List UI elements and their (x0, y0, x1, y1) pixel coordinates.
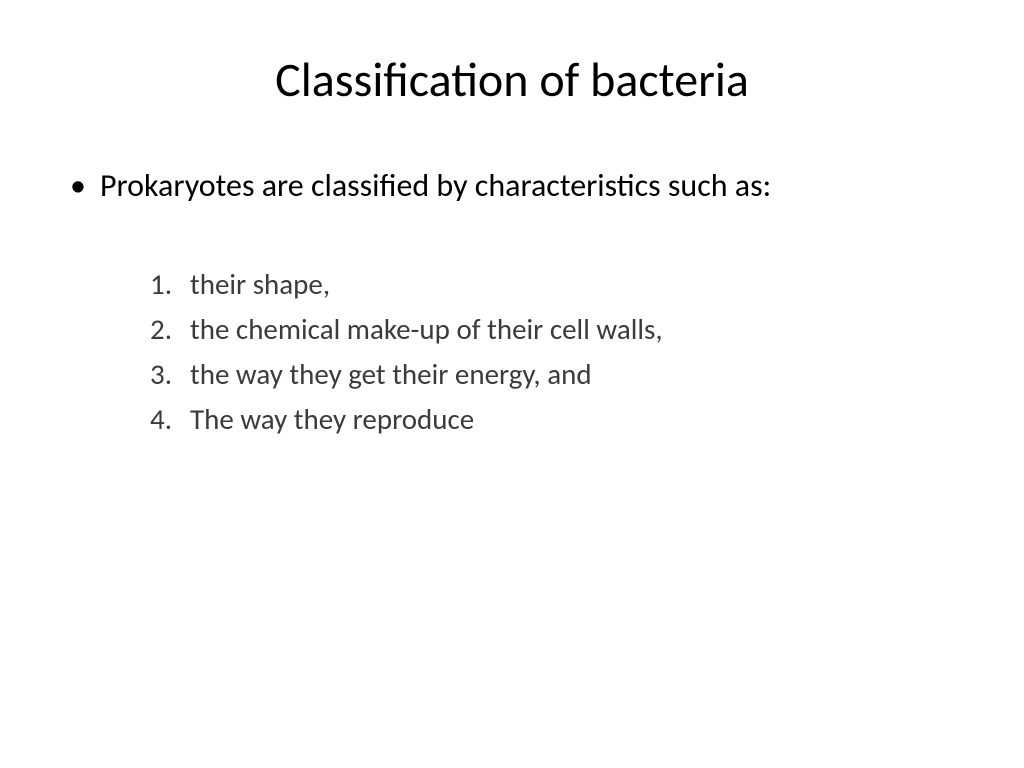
intro-bullet: Prokaryotes are classified by characteri… (70, 164, 964, 207)
list-item: 4. The way they reproduce (150, 397, 964, 442)
list-item: 1. their shape, (150, 262, 964, 307)
list-item: 2. the chemical make-up of their cell wa… (150, 307, 964, 352)
item-text: the way they get their energy, and (190, 356, 592, 392)
item-text: their shape, (190, 266, 330, 302)
item-text: The way they reproduce (190, 401, 474, 437)
numbered-list: 1. their shape, 2. the chemical make-up … (150, 262, 964, 442)
list-item: 3. the way they get their energy, and (150, 352, 964, 397)
slide-title: Classification of bacteria (60, 50, 964, 109)
item-text: the chemical make-up of their cell walls… (190, 311, 663, 347)
slide-container: Classification of bacteria Prokaryotes a… (0, 0, 1024, 768)
item-number: 1. (150, 262, 172, 307)
item-number: 3. (150, 352, 172, 397)
item-number: 4. (150, 397, 172, 442)
item-number: 2. (150, 307, 172, 352)
